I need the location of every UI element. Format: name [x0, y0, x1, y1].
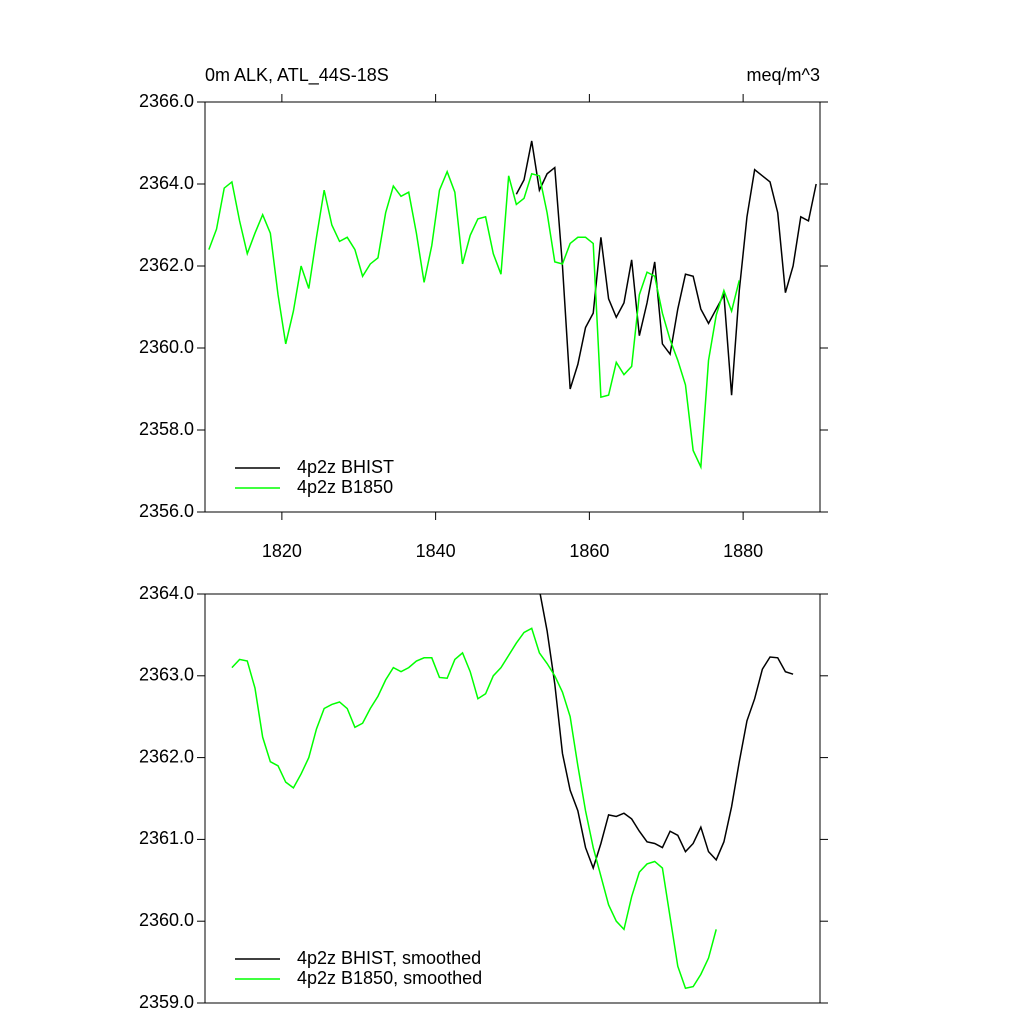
- y-tick-label: 2362.0: [139, 255, 194, 275]
- y-tick-label: 2358.0: [139, 419, 194, 439]
- data-line: [231, 627, 717, 990]
- chart-title: 0m ALK, ATL_44S-18S: [205, 65, 389, 86]
- y-tick-label: 2364.0: [139, 583, 194, 603]
- y-tick-label: 2363.0: [139, 665, 194, 685]
- x-tick-label: 1820: [262, 541, 302, 561]
- y-tick-label: 2360.0: [139, 910, 194, 930]
- x-tick-label: 1840: [416, 541, 456, 561]
- y-tick-label: 2366.0: [139, 91, 194, 111]
- y-tick-label: 2361.0: [139, 828, 194, 848]
- legend-label: 4p2z B1850, smoothed: [297, 968, 482, 988]
- data-line: [539, 594, 794, 871]
- x-tick-label: 1880: [723, 541, 763, 561]
- legend-label: 4p2z BHIST: [297, 457, 394, 477]
- x-tick-label: 1860: [569, 541, 609, 561]
- plot-frame: [204, 593, 821, 1004]
- y-tick-label: 2364.0: [139, 173, 194, 193]
- units-label: meq/m^3: [747, 65, 820, 85]
- plot-frame: [204, 101, 821, 513]
- data-line: [515, 140, 817, 396]
- legend-label: 4p2z BHIST, smoothed: [297, 948, 481, 968]
- y-tick-label: 2359.0: [139, 992, 194, 1012]
- legend-label: 4p2z B1850: [297, 477, 393, 497]
- y-tick-label: 2360.0: [139, 337, 194, 357]
- data-line: [208, 169, 741, 470]
- y-tick-label: 2356.0: [139, 501, 194, 521]
- y-tick-label: 2362.0: [139, 746, 194, 766]
